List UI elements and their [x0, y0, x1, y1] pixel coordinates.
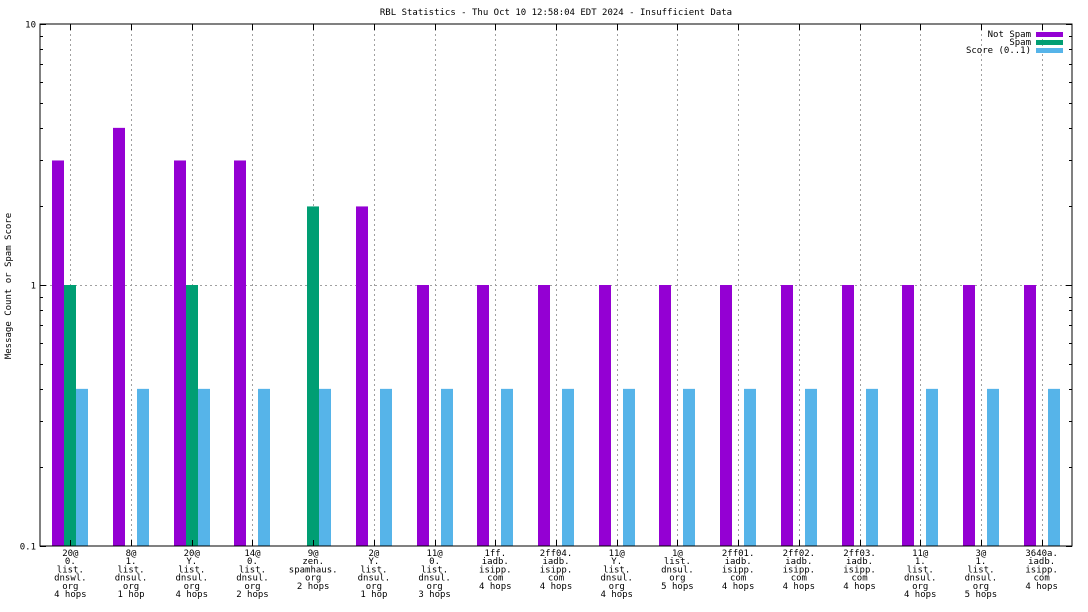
- bar-not-spam: [417, 285, 429, 546]
- y-tick-label: 10: [25, 21, 36, 31]
- y-tick-label: 0.1: [20, 543, 36, 553]
- x-tick-label: 14@ 0. list. dnsul. org 2 hops: [236, 549, 269, 600]
- bar-score-0-1: [683, 388, 695, 546]
- plot-area-border: [39, 23, 1073, 547]
- x-tick-label: 11@ 0. list. dnsul. org 3 hops: [418, 549, 451, 600]
- x-tick-label: 3@ 1. list. dnsul. org 5 hops: [965, 549, 998, 600]
- bar-score-0-1: [137, 388, 149, 546]
- x-tick-label: 2ff03. iadb. isipp. com 4 hops: [843, 549, 876, 592]
- chart-title: RBL Statistics - Thu Oct 10 12:58:04 EDT…: [380, 8, 732, 18]
- legend-label: Spam: [1009, 38, 1031, 48]
- bar-score-0-1: [623, 388, 635, 546]
- y-tick-label: 1: [31, 282, 36, 292]
- bar-not-spam: [113, 127, 125, 547]
- bar-score-0-1: [805, 388, 817, 546]
- x-tick-label: 9@ zen. spamhaus. org 2 hops: [289, 549, 338, 592]
- x-tick-label: 2ff01. iadb. isipp. com 4 hops: [722, 549, 755, 592]
- bar-not-spam: [174, 160, 186, 546]
- x-tick-label: 20@ 0. list. dnswl. org 4 hops: [54, 549, 87, 600]
- bar-score-0-1: [744, 388, 756, 546]
- legend-label: Not Spam: [988, 30, 1031, 40]
- bar-not-spam: [538, 285, 550, 546]
- x-tick-label: 1@ list. dnsul. org 5 hops: [661, 549, 694, 592]
- bar-not-spam: [781, 285, 793, 546]
- bar-score-0-1: [926, 388, 938, 546]
- y-axis-label: Message Count or Spam Score: [4, 213, 14, 359]
- bar-score-0-1: [76, 388, 88, 546]
- legend-swatch: [1036, 32, 1063, 37]
- bar-score-0-1: [866, 388, 878, 546]
- bar-score-0-1: [1048, 388, 1060, 546]
- bar-spam: [186, 285, 198, 546]
- grid-lines: [40, 24, 1072, 546]
- bar-not-spam: [902, 285, 914, 546]
- bar-not-spam: [1024, 285, 1036, 546]
- x-tick-label: 2@ Y. list. dnsul. org 1 hop: [358, 549, 391, 600]
- legend-swatch: [1036, 48, 1063, 53]
- x-tick-labels: 20@ 0. list. dnswl. org 4 hops 8@ 1. list. dnsul.…: [54, 24, 1058, 600]
- bar-score-0-1: [501, 388, 513, 546]
- bar-not-spam: [720, 285, 732, 546]
- bar-not-spam: [356, 206, 368, 547]
- bar-score-0-1: [380, 388, 392, 546]
- bar-not-spam: [234, 160, 246, 546]
- bar-score-0-1: [198, 388, 210, 546]
- bar-not-spam: [52, 160, 64, 546]
- bar-score-0-1: [987, 388, 999, 546]
- bar-not-spam: [659, 285, 671, 546]
- x-tick-label: 11@ 1. list. dnsul. org 4 hops: [904, 549, 937, 600]
- bar-score-0-1: [441, 388, 453, 546]
- x-tick-label: 11@ Y. list. dnsul. org 4 hops: [600, 549, 633, 600]
- bar-not-spam: [599, 285, 611, 546]
- x-tick-label: 2ff04. iadb. isipp. com 4 hops: [540, 549, 573, 592]
- bar-score-0-1: [562, 388, 574, 546]
- x-tick-label: 1ff. iadb. isipp. com 4 hops: [479, 549, 512, 592]
- x-tick-label: 20@ Y. list. dnsul. org 4 hops: [176, 549, 209, 600]
- bar-not-spam: [963, 285, 975, 546]
- bar-not-spam: [842, 285, 854, 546]
- bar-spam: [307, 206, 319, 547]
- bars-group: [52, 127, 1060, 547]
- bar-not-spam: [477, 285, 489, 546]
- bar-score-0-1: [319, 388, 331, 546]
- legend-label: Score (0..1): [966, 46, 1031, 56]
- bar-score-0-1: [258, 388, 270, 546]
- x-tick-label: 3640a. iadb. isipp. com 4 hops: [1025, 549, 1058, 592]
- x-tick-label: 8@ 1. list. dnsul. org 1 hop: [115, 549, 148, 600]
- legend-swatch: [1036, 40, 1063, 45]
- bar-spam: [64, 285, 76, 546]
- x-tick-label: 2ff02. iadb. isipp. com 4 hops: [783, 549, 816, 592]
